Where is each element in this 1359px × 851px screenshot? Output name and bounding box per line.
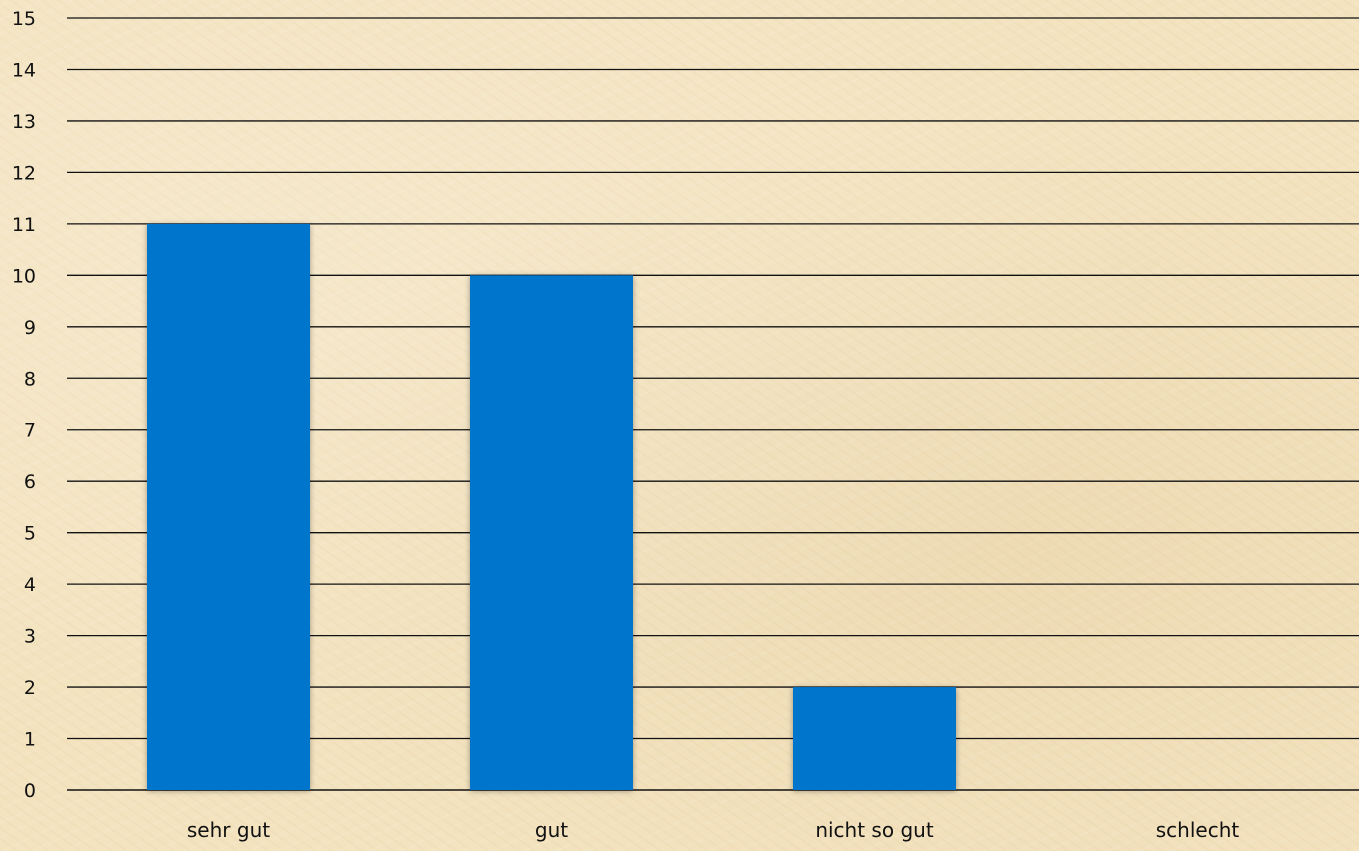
- y-tick-label: 8: [24, 368, 36, 390]
- x-category-label: gut: [535, 818, 568, 842]
- y-tick-label: 15: [12, 8, 36, 30]
- y-tick-label: 2: [24, 677, 36, 699]
- bars: [147, 223, 956, 790]
- y-tick-label: 14: [12, 59, 36, 81]
- x-axis-labels: sehr gut gut nicht so gut schlecht: [187, 818, 1239, 842]
- x-category-label: sehr gut: [187, 818, 270, 842]
- y-tick-label: 9: [24, 317, 36, 339]
- y-tick-label: 3: [24, 626, 36, 648]
- y-tick-label: 7: [24, 420, 36, 442]
- y-tick-label: 6: [24, 471, 36, 493]
- y-tick-label: 10: [12, 265, 36, 287]
- y-tick-label: 4: [24, 574, 36, 596]
- x-category-label: schlecht: [1156, 818, 1240, 842]
- y-tick-label: 13: [12, 111, 36, 133]
- y-tick-label: 11: [12, 214, 36, 236]
- bar-gut: [470, 275, 633, 790]
- bar-nicht-so-gut: [793, 687, 956, 790]
- y-tick-label: 12: [12, 162, 36, 184]
- y-tick-label: 0: [24, 780, 36, 802]
- y-tick-label: 1: [24, 729, 36, 751]
- bar-sehr-gut: [147, 223, 310, 790]
- y-tick-label: 5: [24, 523, 36, 545]
- x-category-label: nicht so gut: [815, 818, 933, 842]
